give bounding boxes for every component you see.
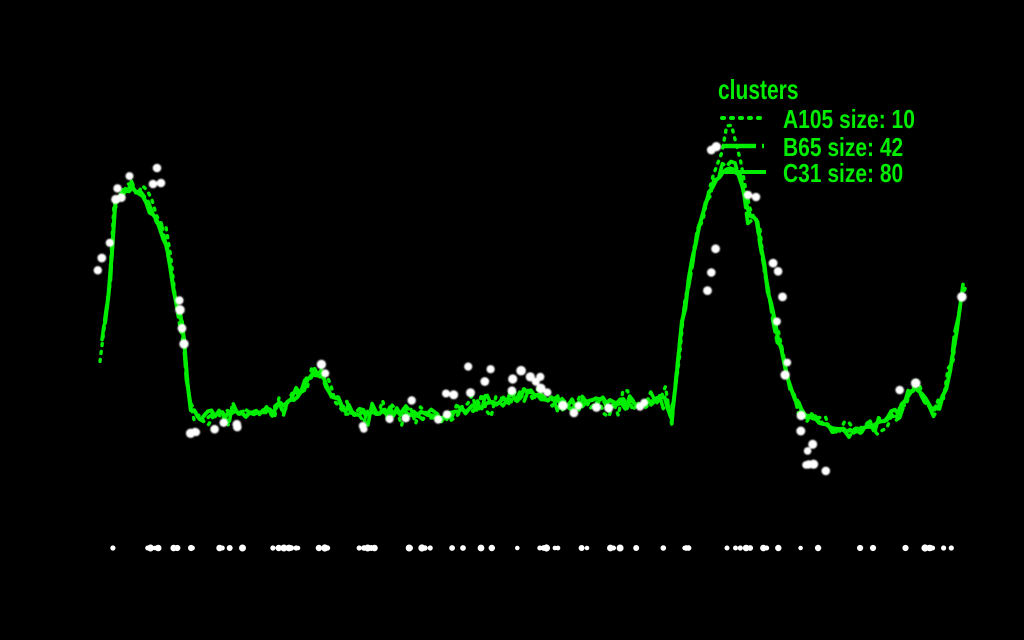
svg-text:A105 size: 10: A105 size: 10 [783,105,915,135]
svg-text:clusters: clusters [718,75,799,105]
svg-text:C31 size: 80: C31 size: 80 [783,159,903,189]
